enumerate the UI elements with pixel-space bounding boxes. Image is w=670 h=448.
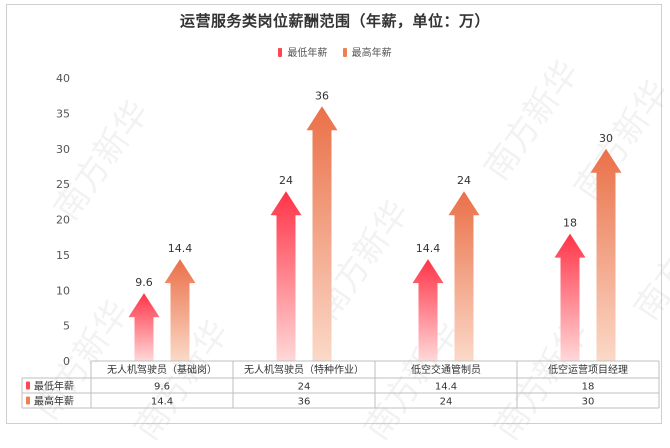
arrow-bar-max xyxy=(448,191,480,361)
y-tick-label: 10 xyxy=(56,284,70,297)
table-cell: 30 xyxy=(582,397,595,408)
table-series-swatch xyxy=(26,396,30,405)
category-label: 无人机驾驶员（特种作业） xyxy=(244,363,364,376)
y-tick-label: 5 xyxy=(63,320,70,333)
chart-frame xyxy=(6,4,662,424)
legend-item-max: 最高年薪 xyxy=(342,44,392,59)
table-cell: 24 xyxy=(298,382,311,393)
arrow-bar-min xyxy=(412,259,444,361)
table-cell: 18 xyxy=(582,382,595,393)
data-label: 30 xyxy=(599,132,613,145)
table-series-name: 最低年薪 xyxy=(34,380,74,393)
chart-title: 运营服务类岗位薪酬范围（年薪，单位：万） xyxy=(179,12,490,30)
table-cell: 9.6 xyxy=(154,382,170,393)
table-series-name: 最高年薪 xyxy=(34,395,74,408)
legend: 最低年薪 最高年薪 xyxy=(0,44,670,59)
arrow-bar-max xyxy=(590,148,622,361)
legend-swatch-min xyxy=(278,48,283,57)
data-label: 14.4 xyxy=(416,242,441,255)
legend-item-min: 最低年薪 xyxy=(278,44,327,59)
table-cell: 36 xyxy=(298,397,311,408)
category-label: 低空交通管制员 xyxy=(411,363,481,376)
data-label: 24 xyxy=(457,174,471,187)
data-label: 14.4 xyxy=(168,242,193,255)
arrow-bar-max xyxy=(306,106,338,361)
y-tick-label: 30 xyxy=(56,143,70,156)
table-cell: 24 xyxy=(440,397,453,408)
arrow-bar-min xyxy=(128,293,160,361)
arrow-bar-min xyxy=(270,191,302,361)
category-label: 无人机驾驶员（基础岗） xyxy=(107,363,217,376)
chart-svg: 0 5 10 15 20 25 30 35 40 9.6 14.4 24 36 14.4 24 18 30 无人机… xyxy=(21,72,660,409)
arrow-bar-min xyxy=(554,233,586,361)
data-label: 36 xyxy=(315,89,329,102)
legend-label-max: 最高年薪 xyxy=(351,48,392,59)
table-cell: 14.4 xyxy=(151,397,173,408)
arrow-bar-max xyxy=(164,259,196,361)
y-tick-label: 15 xyxy=(56,249,70,262)
y-tick-label: 0 xyxy=(63,355,70,368)
table-cell: 14.4 xyxy=(435,382,457,393)
y-tick-label: 40 xyxy=(56,72,70,85)
legend-label-min: 最低年薪 xyxy=(287,48,328,59)
category-label: 低空运营项目经理 xyxy=(548,363,628,376)
table-series-swatch xyxy=(26,381,30,390)
data-label: 18 xyxy=(563,217,577,230)
legend-swatch-max xyxy=(342,48,347,57)
data-label: 9.6 xyxy=(135,276,153,289)
y-tick-label: 35 xyxy=(56,107,70,120)
y-tick-label: 20 xyxy=(56,214,70,227)
y-tick-label: 25 xyxy=(56,178,70,191)
data-label: 24 xyxy=(279,174,293,187)
